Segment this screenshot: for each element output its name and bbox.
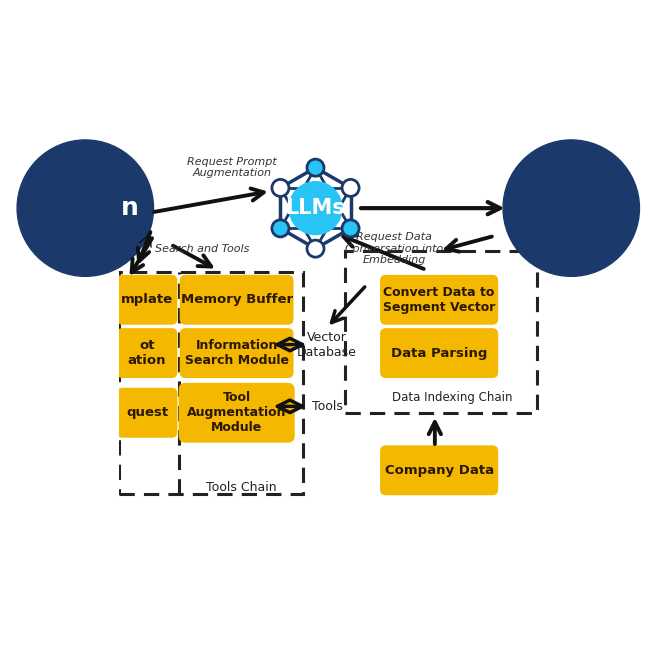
Text: Tools: Tools xyxy=(312,400,343,413)
FancyBboxPatch shape xyxy=(117,328,178,378)
Circle shape xyxy=(342,179,359,196)
FancyBboxPatch shape xyxy=(380,275,498,325)
FancyBboxPatch shape xyxy=(179,383,295,443)
Text: Information
Search Module: Information Search Module xyxy=(185,339,289,367)
Text: Memory Buffer: Memory Buffer xyxy=(181,293,293,307)
Circle shape xyxy=(307,240,324,257)
Text: Vector
Database: Vector Database xyxy=(297,331,357,358)
Text: Convert Data to
Segment Vector: Convert Data to Segment Vector xyxy=(383,286,495,314)
Bar xyxy=(345,251,537,413)
FancyBboxPatch shape xyxy=(179,328,293,378)
Text: mplate: mplate xyxy=(121,293,173,307)
Text: Tool
Augmentation
Module: Tool Augmentation Module xyxy=(187,391,286,434)
Circle shape xyxy=(289,181,342,234)
Text: n: n xyxy=(121,196,139,220)
Text: Tools Chain: Tools Chain xyxy=(206,481,276,494)
Circle shape xyxy=(272,179,289,196)
Text: Search and Tools: Search and Tools xyxy=(155,244,250,253)
FancyBboxPatch shape xyxy=(117,275,178,325)
Circle shape xyxy=(17,140,153,276)
Circle shape xyxy=(307,159,324,176)
Text: quest: quest xyxy=(126,406,168,419)
Text: Data Indexing Chain: Data Indexing Chain xyxy=(392,391,513,404)
FancyBboxPatch shape xyxy=(117,388,178,438)
Circle shape xyxy=(272,220,289,237)
FancyBboxPatch shape xyxy=(380,445,498,495)
Text: ot
ation: ot ation xyxy=(128,339,166,367)
FancyBboxPatch shape xyxy=(179,275,293,325)
Circle shape xyxy=(342,220,359,237)
FancyBboxPatch shape xyxy=(380,328,498,378)
Text: Data Parsing: Data Parsing xyxy=(391,346,487,360)
Text: Company Data: Company Data xyxy=(384,464,494,477)
Text: Request Data
Conversation into
Embedding: Request Data Conversation into Embedding xyxy=(345,232,443,265)
Circle shape xyxy=(503,140,639,276)
Bar xyxy=(119,272,303,494)
Text: LLMs: LLMs xyxy=(286,198,345,218)
Text: Request Prompt
Augmentation: Request Prompt Augmentation xyxy=(187,157,277,178)
